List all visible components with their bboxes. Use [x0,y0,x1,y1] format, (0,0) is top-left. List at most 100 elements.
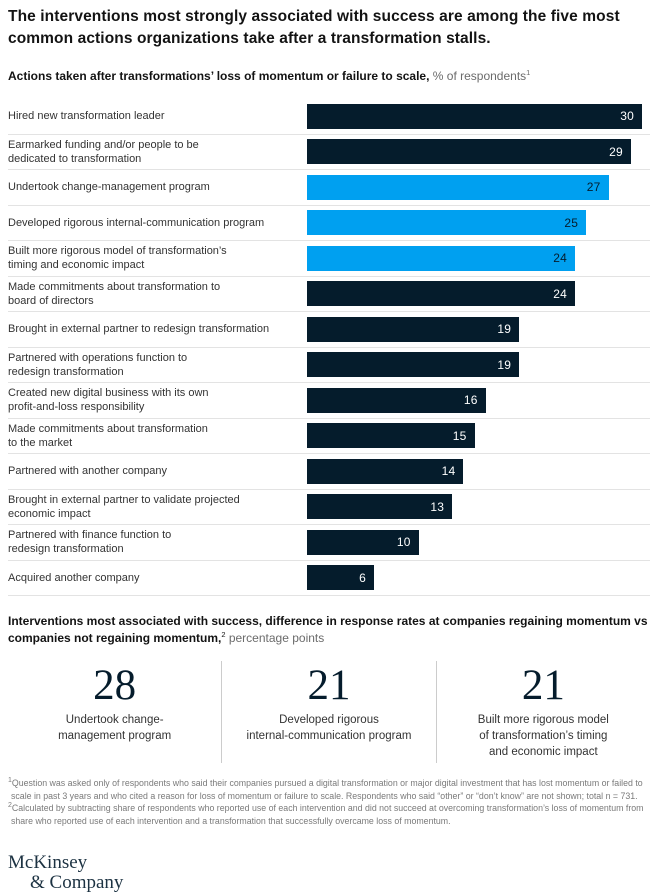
stat-item: 21 Developed rigorous internal-communicati… [221,661,435,763]
footnote: 1Question was asked only of respondents … [8,777,643,801]
bar-value: 16 [463,393,478,408]
stat-label: Undertook change-management program [8,712,221,744]
label-line: Hired new transformation leader [8,110,165,123]
bar-track: 13 [307,494,642,520]
bar: 16 [307,387,486,413]
label-line: Made commitments about transformation to [8,280,221,293]
stat-value: 21 [307,662,351,709]
bar: 24 [307,245,575,271]
label-line: Undertook change-management program [8,181,210,194]
label-line: Brought in external partner to redesign … [8,323,270,336]
label-line: Undertook change- [65,714,164,726]
chart-row: Created new digital business with its ow… [8,383,650,419]
bar: 27 [307,174,609,200]
bar-label: Developed rigorous internal-communicatio… [8,213,307,233]
bar-label: Earmarked funding and/or people to be ded… [8,135,307,169]
chart-row: Partnered with another company 14 [8,454,650,490]
label-line: Brought in external partner to validate … [8,493,240,506]
chart-subtitle: Actions taken after transformations’ los… [8,69,650,84]
label-line: Earmarked funding and/or people to be [8,138,199,151]
success-stats: 28 Undertook change-management program 21 D… [8,661,650,763]
bar-track: 19 [307,316,642,342]
label-line: Acquired another company [8,571,140,584]
label-line: redesign transformation [8,365,124,378]
bar-track: 19 [307,352,642,378]
bar-value: 19 [497,322,512,337]
label-line: profit-and-loss responsibility [8,401,145,414]
bar: 29 [307,139,631,165]
section-heading: Interventions most associated with succe… [8,613,648,647]
chart-row: Earmarked funding and/or people to be ded… [8,135,650,170]
footnotes: 1Question was asked only of respondents … [8,777,650,827]
chart-row: Brought in external partner to redesign … [8,312,650,348]
chart-row: Developed rigorous internal-communicatio… [8,206,650,241]
footnote: 2Calculated by subtracting share of resp… [8,802,644,826]
bar-value: 24 [553,286,567,301]
label-line: Partnered with another company [8,465,167,478]
bar-value: 27 [586,180,601,195]
bar-label: Hired new transformation leader [8,106,307,126]
stat-label: Developed rigorous internal-communication… [222,712,435,744]
bar: 14 [307,458,464,484]
bar-label: Made commitments about transformation to… [8,277,307,311]
stat-item: 28 Undertook change-management program [8,661,221,763]
bar-label: Partnered with operations function to red… [8,348,307,382]
label-line: board of directors [8,294,94,307]
bar-value: 30 [620,109,634,124]
bar-label: Made commitments about transformation to … [8,419,307,453]
bar-value: 29 [609,144,623,159]
bar-value: 24 [553,251,567,266]
label-line: and economic impact [488,746,598,758]
label-line: Built more rigorous model of transformat… [8,245,227,258]
label-line: Developed rigorous internal-communicatio… [8,216,265,229]
mckinsey-logo: McKinsey & Company [8,853,650,893]
label-line: Partnered with operations function to [8,351,188,364]
chart-subtitle-bold: Actions taken after transformations’ los… [8,69,430,83]
bar-chart: Hired new transformation leader 30 Earmark… [8,99,650,596]
footnote-ref-2: 2 [221,630,226,639]
label-line: internal-communication program [246,730,412,742]
stat-value: 21 [521,662,565,709]
bar-label: Acquired another company [8,568,307,588]
bar: 13 [307,494,453,520]
bar-value: 6 [359,570,366,585]
chart-row: Made commitments about transformation to … [8,419,650,454]
bar: 19 [307,316,520,342]
stat-label: Built more rigorous model of transformati… [437,712,650,760]
section-heading-unit: percentage points [225,631,325,645]
label-line: of transformation’s timing [479,730,608,742]
bar-value: 19 [497,357,512,372]
stat-item: 21 Built more rigorous model of transforma… [435,661,650,763]
chart-row: Acquired another company 6 [8,561,650,596]
label-line: Partnered with finance function to [8,529,172,542]
bar-value: 13 [430,499,445,514]
chart-subtitle-unit: % of respondents1 [429,68,531,83]
bar-track: 24 [307,281,642,307]
chart-row: Undertook change-management program 27 [8,170,650,206]
bar: 6 [307,565,374,591]
bar-track: 15 [307,423,642,449]
label-line: timing and economic impact [8,259,145,272]
stat-value: 28 [93,662,137,709]
bar-label: Created new digital business with its ow… [8,383,307,417]
bar-track: 25 [307,210,642,236]
chart-row: Hired new transformation leader 30 [8,99,650,135]
chart-row: Made commitments about transformation to… [8,277,650,312]
label-line: Developed rigorous [279,714,379,726]
bar-track: 16 [307,387,642,413]
bar-label: Partnered with finance function to redesi… [8,525,307,559]
label-line: economic impact [8,507,91,520]
logo-line1: McKinsey [8,852,88,874]
section-heading-bold: Interventions most associated with succe… [8,614,648,645]
label-line: Created new digital business with its ow… [8,387,209,400]
chart-row: Brought in external partner to validate … [8,490,650,525]
label-line: Made commitments about transformation [8,422,208,435]
label-line: Built more rigorous model [477,714,609,726]
bar-track: 6 [307,565,642,591]
bar-track: 30 [307,103,642,129]
chart-row: Built more rigorous model of transformat… [8,241,650,277]
bar-value: 10 [396,535,411,550]
bar-label: Brought in external partner to redesign … [8,319,307,339]
bar: 19 [307,352,520,378]
